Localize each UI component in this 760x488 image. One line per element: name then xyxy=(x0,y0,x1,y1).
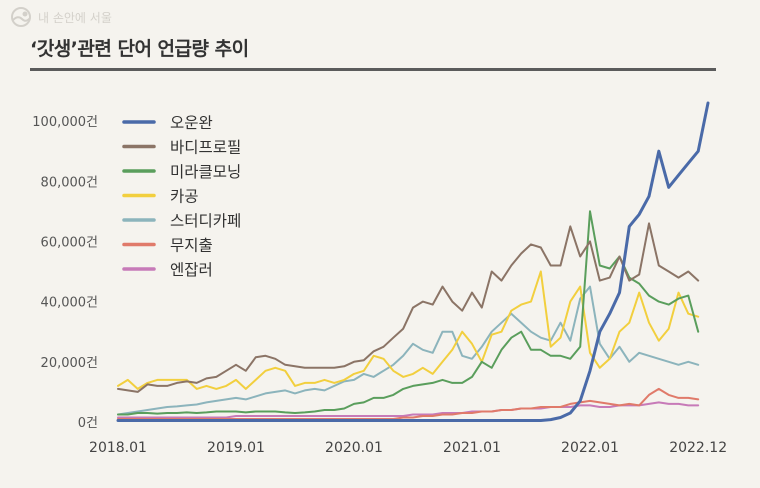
legend-label: 무지출 xyxy=(170,237,213,255)
y-tick-label: 40,000건 xyxy=(41,296,98,311)
y-tick-label: 0건 xyxy=(78,416,98,431)
series-line-2 xyxy=(117,222,700,393)
legend-label: 바디프로필 xyxy=(170,139,241,157)
legend-label: 미라클모닝 xyxy=(170,163,241,181)
series-line-3 xyxy=(117,210,700,416)
series-line-1 xyxy=(116,101,710,422)
series-line-5 xyxy=(117,285,700,416)
y-tick-label: 100,000건 xyxy=(32,115,98,130)
legend-label: 스터디카페 xyxy=(170,212,241,230)
legend-label: 엔잡러 xyxy=(170,261,213,279)
y-tick-label: 80,000건 xyxy=(41,175,98,190)
x-tick-label: 2018.01 xyxy=(89,440,147,456)
series-line-7 xyxy=(117,401,700,419)
y-tick-label: 60,000건 xyxy=(41,235,98,250)
x-tick-label: 2021.01 xyxy=(443,440,501,456)
chart-title: ‘갓생’관련 단어 언급량 추이 xyxy=(30,38,249,60)
x-tick-label: 2020.01 xyxy=(325,440,383,456)
x-tick-label: 2022.12 xyxy=(669,440,727,456)
title-divider xyxy=(30,68,716,71)
legend-label: 오운완 xyxy=(170,114,213,132)
logo-text: 내 손안에 서울 xyxy=(38,10,112,25)
seoul-emblem-icon xyxy=(11,7,31,27)
x-tick-label: 2019.01 xyxy=(207,440,265,456)
series-line-4 xyxy=(117,270,700,390)
seoul-logo: 내 손안에 서울 xyxy=(8,6,112,28)
y-tick-label: 20,000건 xyxy=(41,356,98,371)
legend-label: 카공 xyxy=(170,188,199,206)
x-tick-label: 2022.01 xyxy=(561,440,619,456)
